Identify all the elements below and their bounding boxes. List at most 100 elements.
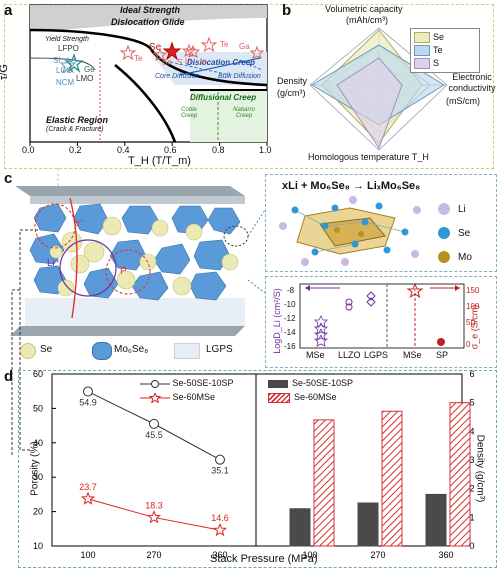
inset-right-tick-1: 100 [466,302,480,311]
radar-axis-left: Density [277,76,308,86]
region-crack: (Crack & Fracture) [46,126,104,133]
ge-star-marker [64,52,84,73]
inset-ylabel-right: σ_e (S/cm) [469,304,480,350]
d-line-point-circle [149,418,159,429]
d-left-x-tick-label: 360 [212,550,227,560]
label-s: S [177,58,183,67]
mse-diffusion-stars [314,315,328,347]
tick-0.6: 0.6 [164,145,177,155]
label-lfpo: LFPO [58,44,79,53]
d-line-data-label: 18.3 [145,500,163,510]
legend-label-se: Se [433,32,445,42]
panel-d-frame [18,370,497,568]
panel-letter-a: a [4,2,13,19]
d-right-tick-label: 2 [469,484,474,494]
label-se: Se [149,42,162,53]
label-ge: Ge [84,65,95,74]
legend-s: S [414,57,476,70]
radar-s [336,57,403,150]
d-line-data-label: 54.9 [79,398,97,408]
atom-dot-mo [438,251,450,264]
legend-mse-particle [92,342,112,360]
radar-axis-left-unit: (g/cm³) [277,88,306,98]
d-line-data-label: 35.1 [211,466,229,476]
atom-label-li: Li [458,204,466,215]
tick-1.0: 1.0 [259,145,272,155]
radar-legend: Se Te S [410,28,480,73]
label-ga: Ga [239,42,250,51]
d-left-tick-label: 30 [33,472,43,482]
inset-chart [299,282,465,349]
inset-left-tick-0: -8 [287,286,295,295]
cell-illustration [10,168,265,336]
inset-right-tick-0: 150 [466,286,480,295]
tick-0.2: 0.2 [69,145,82,155]
d-right-x-tick-label: 270 [370,550,385,560]
label-li: Li [185,57,192,66]
legend-line-se60-label: Se-60MSe [172,392,216,402]
atom-dot-li [438,203,450,216]
diffusional-creep-region [190,90,267,142]
d-line-data-label: 23.7 [79,482,97,492]
se-star-marker [162,41,182,61]
label-te: Te [134,54,143,63]
atom-label-mo: Mo [458,252,472,263]
d-left-x-tick-label: 270 [146,550,161,560]
legend-line-se50-label: Se-50SE-10SP [172,378,234,388]
legend-bar-se50-label: Se-50SE-10SP [292,378,354,388]
legend-lgps-label: LGPS [206,344,233,355]
label-in: In [200,57,207,66]
legend-se-particle [20,343,36,359]
d-ylabel-right: Density (g/cm³) [474,434,486,503]
d-left-x-tick-label: 100 [80,550,95,560]
legend-bar-se60-swatch [268,392,290,403]
crystal-structure [279,196,421,266]
radar-axis-right: Electronic conductivity [448,72,496,93]
legend-bar-se60: Se-60MSe [268,390,353,404]
legend-bar-se60-label: Se-60MSe [294,392,337,402]
d-right-x-tick-label: 100 [302,550,317,560]
material-markers [59,36,265,74]
panel-a-plot [29,4,268,146]
cell-label-p: P [120,266,127,277]
legend-label-te: Te [433,45,443,55]
atom-dot-se [438,227,450,240]
inset-left-tick-3: -14 [284,328,296,337]
d-right-tick-label: 5 [469,398,474,408]
d-xlabel: Stack Pressure (MPa) [210,553,318,565]
legend-swatch-se [414,32,430,44]
tick-0.8: 0.8 [212,145,225,155]
region-ideal-strength: Ideal Strength [120,5,181,15]
inset-cat-mse-2: MSe [403,350,422,360]
d-bar [313,419,335,547]
legend-bar-se50-swatch [268,379,288,388]
top-plate [15,186,245,196]
d-left-tick-label: 10 [33,541,43,551]
label-te-top: Te [220,40,229,49]
legend-se: Se [414,31,476,44]
atom-legend: Li Se Mo [438,198,472,270]
d-right-tick-label: 3 [469,455,474,465]
inset-cat-mse: MSe [306,350,325,360]
panel-c-bracket [11,229,38,455]
panel-letter-d: d [4,368,14,385]
legend-swatch-te [414,45,430,57]
label-lco: LCO [56,66,73,75]
inset-right-tick-3: 0 [466,340,471,349]
region-diffusional-creep: Diffusional Creep [190,93,257,102]
lco-star-marker [59,56,77,74]
legend-label-s: S [433,58,440,68]
region-elastic: Elastic Region [46,115,109,125]
legend-te: Te [414,44,476,57]
lgps-marker [366,291,376,301]
legend-swatch-s [414,58,430,70]
te-star-marker [119,44,137,61]
legend-line-se60: Se-60MSe [140,390,234,404]
region-bulk-diffusion: Bulk Diffusion [218,73,261,80]
inset-ylabel-left: LogD_Li (cm²/S) [271,288,282,354]
panel-letter-b: b [282,2,292,19]
region-dislocation-creep: Dislocation Creep [187,58,256,67]
d-right-tick-label: 4 [469,426,474,436]
cell-label-li: Li⁺ [47,258,61,269]
